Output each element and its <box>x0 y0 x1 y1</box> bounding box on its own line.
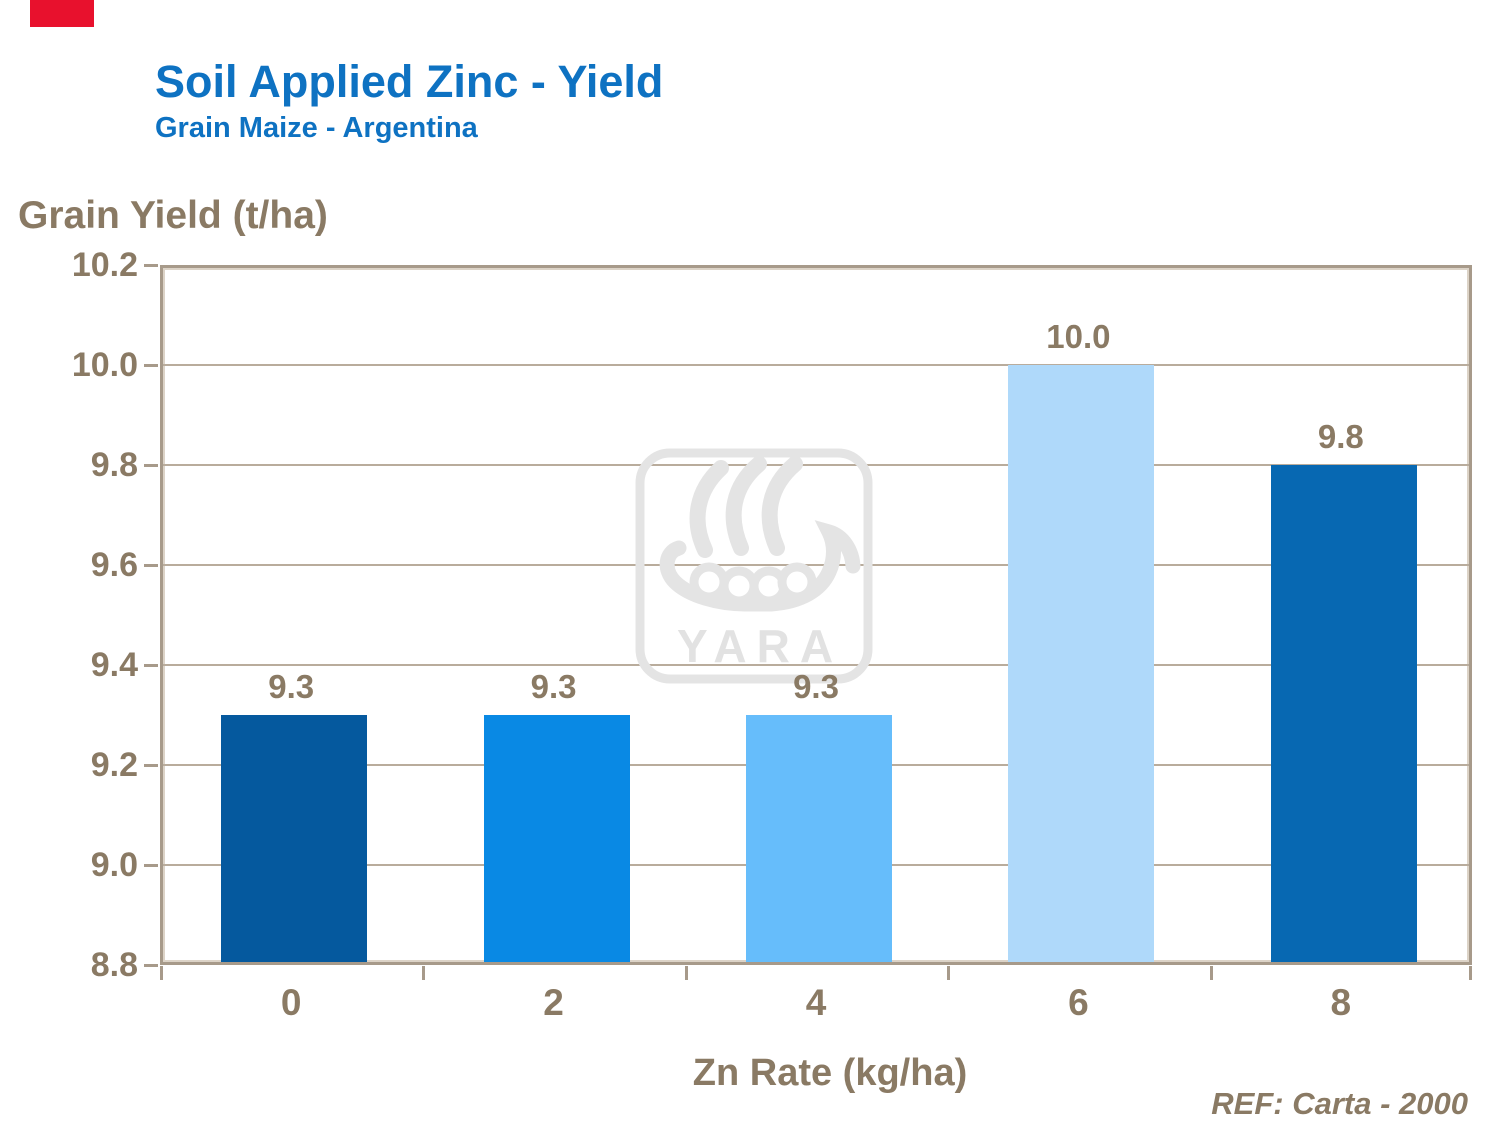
x-tick-mark <box>422 966 426 980</box>
y-tick-label: 10.2 <box>71 246 138 284</box>
plot-area: YARA <box>160 265 1472 965</box>
gridline <box>163 664 1469 666</box>
red-accent-mark <box>30 0 94 27</box>
y-axis-title: Grain Yield (t/ha) <box>18 194 328 237</box>
x-axis-title: Zn Rate (kg/ha) <box>692 1052 968 1094</box>
y-tick-mark <box>144 664 158 667</box>
bar-zn-6 <box>1008 365 1155 962</box>
y-tick-label: 10.0 <box>71 346 138 384</box>
y-tick-mark <box>144 764 158 767</box>
bar-zn-0 <box>221 715 368 962</box>
bar-value-label: 9.3 <box>268 668 315 705</box>
x-tick-label: 0 <box>280 982 302 1023</box>
bar-zn-2 <box>483 715 630 962</box>
bar-zn-8 <box>1270 465 1417 962</box>
x-tick-mark <box>947 966 951 980</box>
watermark-frame <box>635 448 873 684</box>
reference-note: REF: Carta - 2000 <box>1211 1086 1468 1121</box>
gridline <box>163 464 1469 466</box>
bar-value-label: 9.3 <box>530 668 577 705</box>
y-tick-mark <box>144 264 158 267</box>
x-tick-mark <box>684 966 688 980</box>
x-tick-label: 8 <box>1330 982 1352 1023</box>
x-tick-label: 6 <box>1068 982 1089 1023</box>
y-tick-label: 9.4 <box>90 646 138 684</box>
y-tick-label: 9.8 <box>90 446 138 484</box>
y-tick-mark <box>144 364 158 367</box>
x-tick-label: 2 <box>543 982 564 1023</box>
y-tick-mark <box>144 464 158 467</box>
page-title: Soil Applied Zinc - Yield <box>155 56 664 107</box>
yara-watermark: YARA <box>635 448 873 684</box>
bar-value-label: 9.8 <box>1317 418 1364 455</box>
page-subtitle: Grain Maize - Argentina <box>155 112 478 144</box>
ship-shields <box>689 562 817 606</box>
x-tick-mark <box>1209 966 1213 980</box>
x-tick-mark <box>160 966 163 980</box>
y-tick-label: 8.8 <box>90 946 138 984</box>
gridline <box>163 364 1469 366</box>
bar-value-label: 9.3 <box>793 668 839 705</box>
y-tick-mark <box>144 564 158 567</box>
gridline <box>163 564 1469 566</box>
x-tick-mark <box>1469 966 1472 980</box>
x-tick-label: 4 <box>805 982 827 1023</box>
bar-value-label: 10.0 <box>1046 318 1111 355</box>
bar-zn-4 <box>746 715 892 962</box>
y-tick-label: 9.6 <box>90 546 138 584</box>
y-tick-mark <box>144 864 158 867</box>
y-tick-label: 9.2 <box>90 746 138 784</box>
y-tick-label: 9.0 <box>90 846 138 884</box>
watermark-brand-text: YARA <box>677 620 843 672</box>
y-tick-mark <box>144 964 158 967</box>
